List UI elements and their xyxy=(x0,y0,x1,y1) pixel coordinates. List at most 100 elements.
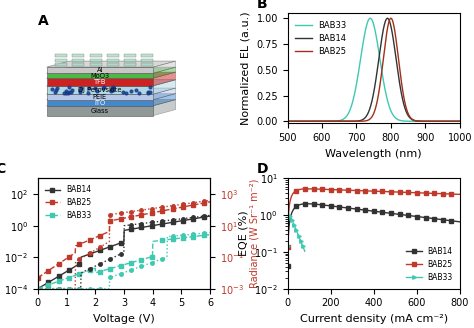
BAB25 xyxy=(420,119,426,123)
BAB33 xyxy=(207,233,213,236)
Point xyxy=(100,86,107,91)
BAB14 xyxy=(285,119,291,123)
BAB25 xyxy=(203,201,209,205)
Polygon shape xyxy=(124,59,136,62)
BAB14 xyxy=(384,16,390,20)
Point xyxy=(108,89,115,94)
Point xyxy=(146,89,154,94)
Polygon shape xyxy=(124,54,136,57)
BAB33 xyxy=(452,119,458,123)
BAB25 xyxy=(364,119,370,123)
BAB14 xyxy=(293,119,299,123)
Point xyxy=(65,85,73,90)
X-axis label: Voltage (V): Voltage (V) xyxy=(93,314,155,324)
BAB14 xyxy=(285,264,291,268)
Polygon shape xyxy=(46,72,176,78)
Polygon shape xyxy=(153,72,176,86)
BAB14 xyxy=(452,119,457,123)
BAB33 xyxy=(128,261,134,265)
Point xyxy=(68,87,76,92)
BAB14 xyxy=(304,202,310,206)
Polygon shape xyxy=(141,63,153,66)
Point xyxy=(64,90,72,95)
Line: BAB33: BAB33 xyxy=(286,215,307,253)
Polygon shape xyxy=(153,80,176,94)
BAB25 xyxy=(137,213,143,217)
Point xyxy=(136,91,143,96)
Text: Al: Al xyxy=(97,67,103,73)
Y-axis label: Normalized EL (a.u.): Normalized EL (a.u.) xyxy=(241,11,251,125)
Point xyxy=(48,87,56,92)
Text: C: C xyxy=(0,162,5,176)
Point xyxy=(62,90,70,95)
Point xyxy=(62,88,70,93)
Polygon shape xyxy=(46,67,176,73)
Polygon shape xyxy=(90,54,101,57)
Polygon shape xyxy=(141,59,153,62)
BAB33 xyxy=(295,233,301,236)
Text: D: D xyxy=(256,162,268,176)
BAB25 xyxy=(285,119,291,123)
Line: BAB25: BAB25 xyxy=(288,18,460,121)
Polygon shape xyxy=(55,54,67,57)
Polygon shape xyxy=(90,59,101,62)
Text: TFB: TFB xyxy=(94,79,106,85)
Point xyxy=(108,86,116,92)
BAB14 xyxy=(433,217,439,221)
BAB33 xyxy=(117,264,123,268)
Line: BAB14: BAB14 xyxy=(288,18,460,121)
Line: BAB33: BAB33 xyxy=(288,18,460,121)
Polygon shape xyxy=(55,63,67,66)
BAB33 xyxy=(369,17,374,21)
BAB14 xyxy=(118,241,124,245)
Polygon shape xyxy=(73,59,84,62)
BAB14 xyxy=(368,102,374,106)
Text: MoO3: MoO3 xyxy=(91,73,109,79)
BAB25 xyxy=(433,192,439,195)
Text: Glass: Glass xyxy=(91,108,109,114)
Point xyxy=(51,89,59,94)
BAB33 xyxy=(302,249,308,253)
BAB14 xyxy=(452,119,458,123)
BAB14 xyxy=(295,203,301,207)
Polygon shape xyxy=(46,106,153,115)
Point xyxy=(84,91,91,96)
Polygon shape xyxy=(141,54,153,57)
Point xyxy=(76,90,84,95)
BAB33 xyxy=(420,119,426,123)
BAB33 xyxy=(297,236,302,240)
Polygon shape xyxy=(46,100,176,106)
BAB33 xyxy=(35,287,41,291)
BAB14 xyxy=(457,119,463,123)
BAB33 xyxy=(203,233,209,237)
Polygon shape xyxy=(46,61,176,67)
BAB33 xyxy=(367,16,373,20)
BAB14 xyxy=(457,220,463,224)
BAB33 xyxy=(118,264,124,268)
Polygon shape xyxy=(90,63,101,66)
Polygon shape xyxy=(153,67,176,78)
Line: BAB33: BAB33 xyxy=(36,233,212,290)
BAB33 xyxy=(285,119,291,123)
Polygon shape xyxy=(107,63,119,66)
BAB14 xyxy=(420,119,426,123)
Line: BAB25: BAB25 xyxy=(286,187,462,249)
Polygon shape xyxy=(55,59,67,62)
Point xyxy=(108,85,116,90)
Polygon shape xyxy=(73,63,84,66)
BAB14 xyxy=(416,215,421,219)
BAB33 xyxy=(292,226,298,230)
Polygon shape xyxy=(153,93,176,106)
Text: DJ Perovskite: DJ Perovskite xyxy=(78,87,122,93)
BAB25 xyxy=(388,16,394,20)
Polygon shape xyxy=(153,100,176,115)
Legend: BAB33, BAB14, BAB25: BAB33, BAB14, BAB25 xyxy=(292,17,350,59)
Polygon shape xyxy=(46,100,153,106)
Polygon shape xyxy=(124,63,136,66)
BAB25 xyxy=(457,119,463,123)
BAB33 xyxy=(295,233,301,237)
BAB14 xyxy=(364,113,370,117)
Point xyxy=(65,90,73,95)
Point xyxy=(53,86,61,91)
BAB33 xyxy=(364,23,370,27)
